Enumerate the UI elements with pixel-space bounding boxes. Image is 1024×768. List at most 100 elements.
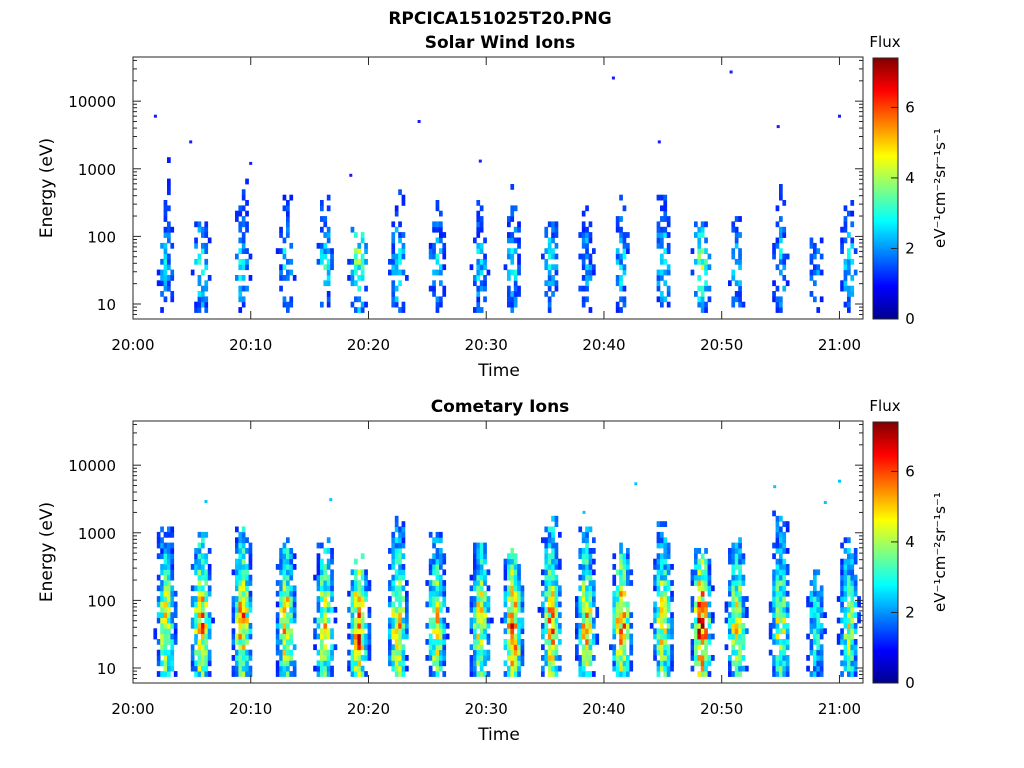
spectrogram-cell [445,633,450,640]
spectrogram-cell [775,622,780,629]
spectrogram-cell [401,526,406,533]
spectrogram-cell [282,275,287,281]
spectrogram-cell [439,655,443,661]
spectrogram-cell [513,606,518,613]
spectrogram-cell [357,644,362,651]
spectrogram-cell [197,590,202,597]
spectrogram-cell [435,622,440,629]
spectrogram-cell [592,269,596,276]
spectrogram-cell [357,617,362,624]
spectrogram-cell [354,253,358,260]
spectrogram-cell [588,585,593,592]
spectrogram-cell [782,226,787,233]
spectrogram-cell [700,291,705,297]
spectrogram-cell [619,226,623,233]
spectrogram-cell [231,665,236,672]
spectrogram-cell [850,612,855,618]
spectrogram-cell [445,622,450,629]
spectrogram-cell [813,574,817,581]
spectrogram-cell [439,531,443,538]
spectrogram-cell [394,226,399,233]
spectrogram-cell [626,601,630,608]
spectrogram-cell [479,548,484,554]
spectrogram-cell [513,590,518,597]
spectrogram-cell [439,537,443,544]
spectrogram-cell [167,275,171,281]
spectrogram-cell [619,569,623,576]
spectrogram-cell [503,612,508,618]
spectrogram-cell [364,596,368,602]
spectrogram-cell [204,296,209,303]
spectrogram-cell [163,585,168,592]
spectrogram-cell [394,617,399,624]
spectrogram-cell [592,655,596,661]
spectrogram-cell [581,590,586,597]
spectrogram-cell [401,606,406,613]
spectrogram-cell [595,606,600,613]
spectrogram-cell [405,665,409,672]
spectrogram-cell [320,633,324,640]
spectrogram-cell [238,606,243,613]
spectrogram-cell [840,580,844,586]
spectrogram-cell [326,660,331,667]
spectrogram-cell [282,612,287,618]
spectrogram-cell [286,649,290,656]
spectrogram-cell [847,269,851,276]
spectrogram-cell [204,307,209,313]
spectrogram-cell [847,580,851,586]
spectrogram-cell [517,606,521,613]
spectrogram-cell [510,301,515,308]
spectrogram-cell [320,606,324,613]
spectrogram-cell [619,633,623,640]
spectrogram-cell [156,537,161,544]
spectrogram-cell [156,542,161,549]
spectrogram-cell [248,628,253,635]
spectrogram-cell [479,596,484,602]
spectrogram-cell [779,226,783,233]
spectrogram-cell [160,275,164,281]
spectrogram-cell [782,644,787,651]
spectrogram-cell [238,644,243,651]
spectrogram-cell [357,660,362,667]
spectrogram-cell [847,232,851,238]
spectrogram-cell [554,226,559,233]
spectrogram-cell [690,248,695,254]
spectrogram-cell [694,580,698,586]
spectrogram-cell [170,553,175,560]
spectrogram-cell [619,606,623,613]
spectrogram-cell [507,301,511,308]
spectrogram-cell [360,655,365,661]
spectrogram-cell [354,280,358,287]
spectrogram-cell [479,612,484,618]
spectrogram-cell [520,606,525,613]
spectrogram-cell [238,628,243,635]
spectrogram-cell [330,633,334,640]
spectrogram-cell [626,580,630,586]
spectrogram-cell [581,232,586,238]
spectrogram-cell [241,601,246,608]
spectrogram-cell [282,569,287,576]
spectrogram-cell [704,285,708,292]
spectrogram-cell [666,622,671,629]
spectrogram-cell [483,569,487,576]
spectrogram-cell [320,655,324,661]
spectrogram-cell [840,639,844,645]
spectrogram-cell [364,655,368,661]
spectrogram-cell [235,585,239,592]
spectrogram-cell [588,253,593,260]
spectrogram-cell [275,601,280,608]
spectrogram-cell [194,596,198,602]
spectrogram-cell [286,665,290,672]
spectrogram-cell [391,660,396,667]
spectrogram-cell [690,601,695,608]
spectrogram-cell [670,660,674,667]
spectrogram-cell [809,580,814,586]
spectrogram-cell [163,264,168,271]
spectrogram-cell [442,590,447,597]
spectrogram-cell [809,242,814,249]
spectrogram-cell [700,612,705,618]
spectrogram-cell [581,558,586,565]
spectrogram-cell [517,628,521,635]
spectrogram-cell [476,606,481,613]
spectrogram-cell [510,216,515,222]
